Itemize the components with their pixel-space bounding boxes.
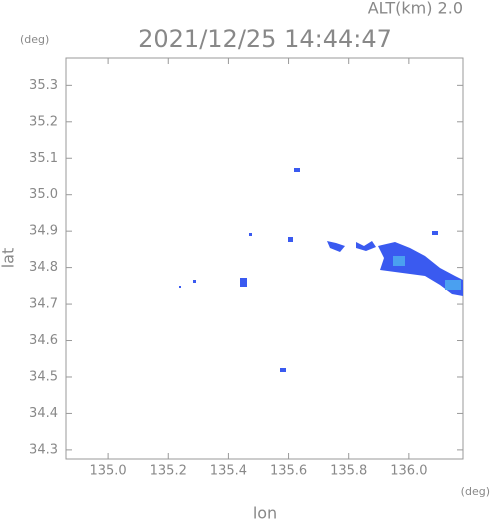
y-tick-label: 34.6 (29, 333, 58, 348)
y-tick-label: 34.4 (29, 406, 58, 421)
radar-echoes (179, 168, 463, 372)
y-tick-label: 34.8 (29, 260, 58, 275)
x-tick-label: 135.2 (150, 464, 187, 479)
y-tick-label: 35.0 (29, 187, 58, 202)
y-tick-label: 35.2 (29, 114, 58, 129)
y-axis-label: lat (0, 248, 18, 269)
y-tick-label: 34.7 (29, 297, 58, 312)
altitude-label: ALT(km) 2.0 (368, 0, 463, 18)
y-tick-label: 35.3 (29, 78, 58, 93)
x-tick-label: 136.0 (390, 464, 427, 479)
radar-echoes-strong (393, 256, 461, 290)
y-tick-label: 35.1 (29, 151, 58, 166)
x-tick-label: 135.4 (210, 464, 247, 479)
y-tick-label: 34.9 (29, 224, 58, 239)
y-unit: (deg) (20, 33, 49, 46)
x-tick-label: 135.6 (270, 464, 307, 479)
x-tick-label: 135.0 (89, 464, 126, 479)
chart-title: 2021/12/25 14:44:47 (138, 25, 392, 53)
y-tick-label: 34.3 (29, 442, 58, 457)
plot-frame (65, 57, 464, 460)
x-unit: (deg) (461, 485, 490, 498)
y-tick-label: 34.5 (29, 369, 58, 384)
x-axis-label: lon (253, 504, 277, 521)
x-tick-label: 135.8 (330, 464, 367, 479)
